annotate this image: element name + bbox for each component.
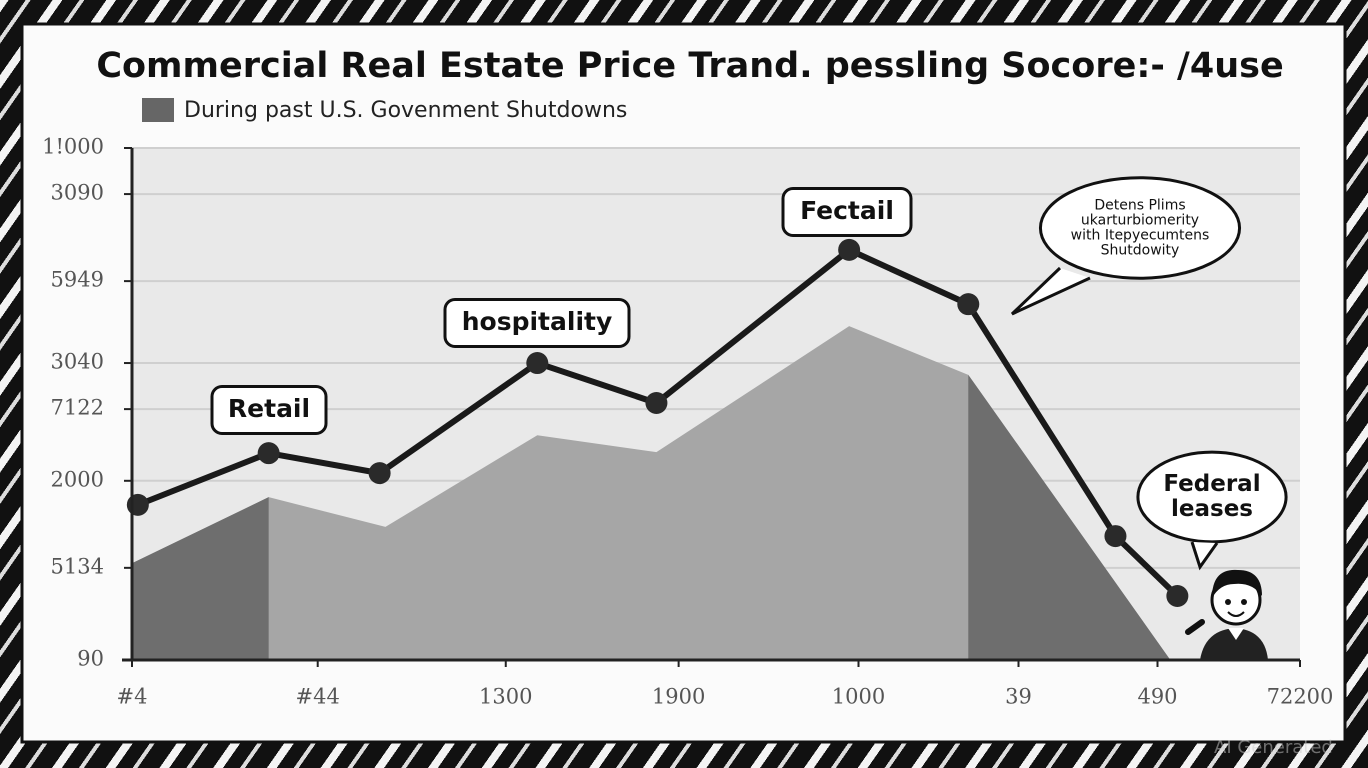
annotation-text: Retail [228,394,310,423]
point [526,352,549,375]
point [838,238,861,261]
annotation: hospitality [443,298,631,348]
annotation-text: hospitality [462,307,613,336]
point [645,391,668,414]
point [957,293,980,316]
y-tick-label: 1!000 [42,135,104,159]
y-tick-label: 5134 [51,554,104,578]
point [1166,585,1189,607]
x-tick-label: 490 [1137,685,1177,709]
point [257,442,280,465]
y-tick-label: 90 [77,647,104,671]
chart-title: Commercial Real Estate Price Trand. pess… [96,46,1283,86]
speech-bubble [1038,176,1242,280]
area [132,326,1171,660]
y-tick-label: 3090 [51,181,104,205]
label-box [443,298,631,348]
y-tick-label: 5949 [51,268,104,292]
x-tick-label: 1000 [832,685,885,709]
legend-swatch [142,98,174,122]
y-tick-label: 2000 [51,467,104,491]
point [1104,525,1127,548]
y-tick-label: 3040 [51,350,104,374]
bubble-tail [1190,541,1219,571]
annotation-text: leases [1171,496,1253,522]
annotation-text: Federal [1163,471,1260,497]
label-box [781,187,913,237]
annotation-text: with Itepyecumtens [1071,228,1210,244]
annotation: Retail [210,385,328,435]
label-box [210,385,328,435]
x-tick-label: 1900 [652,685,705,709]
point [368,462,391,485]
y-tick-label: 7122 [51,396,104,420]
legend-label: During past U.S. Govenment Shutdowns [184,98,627,123]
annotation: Fectail [781,187,913,237]
annotation-text: Fectail [800,196,894,225]
annotation-text: Shutdowity [1101,243,1180,259]
bubble-tail [1010,266,1091,316]
x-tick-label: 39 [1005,685,1032,709]
watermark: AI Generated [1214,737,1333,758]
point [126,493,149,516]
character [1185,569,1268,660]
x-tick-label: 72200 [1267,685,1334,709]
speech-bubble [1136,450,1288,544]
annotation-text: Detens Plims [1094,197,1185,213]
x-tick-label: #4 [117,685,148,709]
annotation-text: ukarturbiomerity [1081,212,1199,228]
x-tick-label: #44 [296,685,340,709]
x-tick-label: 1300 [479,685,532,709]
